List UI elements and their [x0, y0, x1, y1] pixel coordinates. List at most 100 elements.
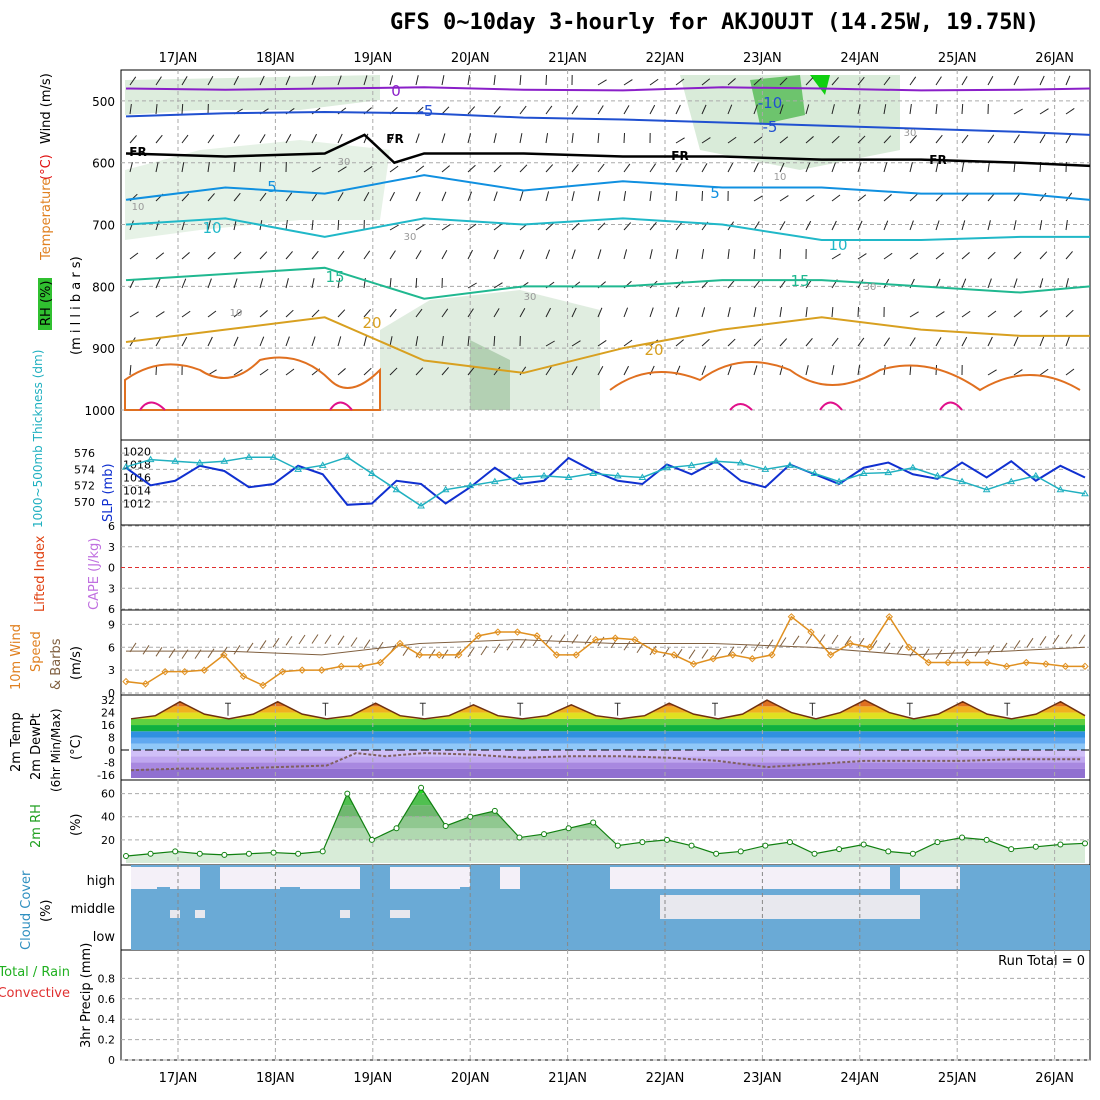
- wind-barb: [285, 220, 288, 231]
- wind-barb: [246, 642, 254, 653]
- wind-barb: [987, 76, 994, 86]
- rh-legend-swatch: [38, 278, 52, 330]
- wind-barb: [1039, 336, 1045, 347]
- wind-barb: [129, 311, 139, 318]
- wind-barb: [623, 249, 628, 260]
- rh-point: [1032, 843, 1039, 850]
- wind-barb: [1013, 278, 1018, 289]
- wind-barb: [545, 191, 550, 202]
- wind-barb: [571, 105, 579, 115]
- wind-barb: [389, 367, 398, 376]
- y-tick-label: 0: [108, 1054, 115, 1067]
- rh-point: [123, 853, 129, 860]
- rh-point: [221, 851, 228, 858]
- wind-barb: [1052, 634, 1060, 645]
- wind-barb: [285, 368, 295, 376]
- y-tick-label: 40: [101, 811, 115, 824]
- wind-barb: [831, 306, 834, 318]
- wind-barb: [259, 278, 264, 289]
- wind-barb: [753, 162, 759, 173]
- rh-point: [442, 822, 449, 829]
- wind-barb: [467, 308, 474, 318]
- wind-speed-point: [650, 647, 659, 655]
- wind-barb: [129, 76, 137, 86]
- wind-barb: [389, 278, 392, 289]
- wind-speed-point: [1022, 658, 1030, 667]
- wind-barb: [233, 645, 241, 655]
- wind-speed-point: [141, 680, 150, 688]
- rh-point: [737, 848, 744, 855]
- wind-barb: [493, 335, 496, 347]
- wind-speed-point: [944, 658, 952, 667]
- wind-speed-point: [161, 667, 169, 676]
- wind-speed-point: [826, 651, 835, 659]
- wind-barb: [181, 252, 190, 260]
- wind-barb: [987, 369, 997, 376]
- thickness-point: [761, 465, 770, 472]
- wind-barb: [857, 104, 861, 115]
- wind-barb: [337, 219, 340, 231]
- wind-barb: [844, 636, 852, 646]
- wind-barb: [337, 635, 345, 646]
- wind-barb: [519, 638, 527, 649]
- rh-point: [344, 790, 351, 797]
- wind-barb: [571, 249, 576, 260]
- wind-barb: [935, 193, 944, 202]
- thickness-point: [712, 457, 721, 464]
- wind-barb: [181, 76, 188, 86]
- rh-point: [786, 839, 793, 846]
- wind-barb: [337, 278, 341, 289]
- thickness-point: [441, 485, 450, 493]
- wind-barb: [233, 251, 242, 260]
- wind-speed-point: [983, 658, 991, 667]
- cloud-clear-high: [500, 867, 520, 889]
- wind-barb: [701, 249, 705, 260]
- date-label-bottom: 19JAN: [353, 1071, 392, 1086]
- wind-barb: [935, 364, 938, 376]
- wind-barb: [285, 75, 291, 86]
- thickness-point: [589, 469, 598, 476]
- thickness-point: [392, 485, 401, 493]
- thickness-point: [736, 458, 745, 466]
- wind-barb: [155, 311, 165, 318]
- thickness-point: [368, 469, 376, 476]
- wind-barb: [519, 74, 522, 86]
- ylabel-total-rain: Total / Rain: [0, 965, 70, 980]
- temp-band: [131, 725, 1085, 732]
- wind-speed-point: [670, 651, 678, 659]
- wind-barb: [571, 307, 577, 318]
- wind-barb: [961, 76, 968, 86]
- y-tick-label: 500: [92, 95, 115, 109]
- wind-barb: [571, 164, 579, 173]
- wind-barb: [324, 634, 332, 645]
- wind-barb: [987, 220, 991, 231]
- wind-speed-point: [298, 666, 306, 674]
- wind-barb: [285, 309, 294, 318]
- rh-point: [934, 839, 941, 846]
- wind-barb: [1065, 278, 1069, 289]
- wind-barb: [285, 278, 289, 289]
- y-tick-label: 6: [108, 603, 115, 616]
- wind-barb: [493, 308, 500, 318]
- wind-speed-point: [533, 632, 541, 640]
- wind-barb: [454, 648, 462, 659]
- dewpt-line: [130, 752, 1081, 772]
- wind-barb: [701, 78, 711, 86]
- run-total-annotation: Run Total = 0: [998, 954, 1085, 969]
- rh-point: [959, 834, 966, 841]
- rh-point: [491, 807, 498, 814]
- cloud-mid-patch: [195, 910, 205, 918]
- isoline-25: [124, 356, 381, 411]
- contour-label: 5: [710, 184, 720, 202]
- date-label-bottom: 24JAN: [840, 1071, 879, 1086]
- wind-barb: [1039, 134, 1046, 144]
- wind-barb: [649, 249, 653, 260]
- wind-barb: [363, 336, 367, 347]
- wind-barb: [779, 307, 783, 318]
- wind-barb: [883, 365, 886, 376]
- wind-barb: [389, 336, 393, 347]
- wind-barb: [129, 162, 133, 173]
- wind-barb: [961, 193, 970, 202]
- rh-point: [270, 849, 277, 856]
- wind-barb-line: [126, 639, 1086, 656]
